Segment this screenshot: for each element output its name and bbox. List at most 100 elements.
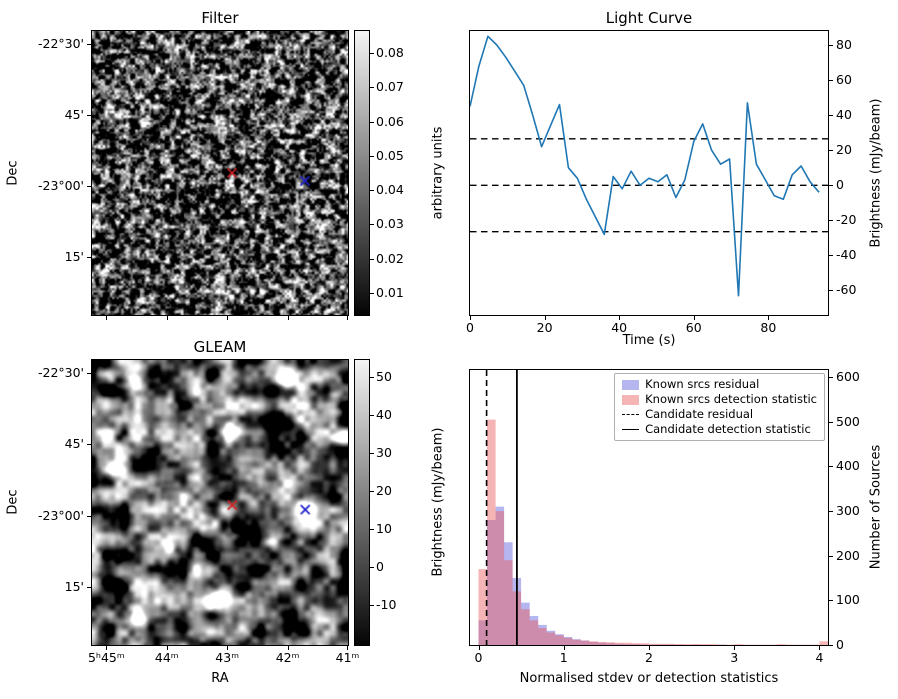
tick-mark — [370, 529, 374, 531]
colorbar-tick-label: 0 — [376, 559, 384, 575]
legend-item-known-residual: Known srcs residual — [622, 378, 817, 391]
tick-mark — [829, 555, 833, 557]
tick-mark — [619, 316, 621, 320]
filter-title: Filter — [201, 9, 239, 27]
tick-mark — [370, 155, 374, 157]
tick-mark — [347, 646, 349, 650]
ra-tick-label: 5ʰ45ᵐ — [87, 650, 125, 665]
count-tick-label: 300 — [836, 503, 860, 519]
colorbar-tick-label: 0.07 — [376, 79, 404, 95]
filter-colorbar-gradient — [355, 31, 369, 315]
tick-mark — [87, 586, 91, 588]
tick-mark — [87, 186, 91, 188]
dec-tick-label: -23°00' — [37, 507, 84, 523]
filter-panel — [91, 30, 349, 316]
hist-x-axis-label: Normalised stdev or detection statistics — [519, 671, 779, 686]
dec-tick-label: -22°30' — [37, 36, 84, 52]
colorbar-tick-label: 40 — [376, 407, 392, 423]
dec-tick-label: 45' — [64, 436, 84, 452]
colorbar-tick-label: -10 — [376, 597, 397, 613]
tick-mark — [370, 87, 374, 89]
tick-mark — [829, 600, 833, 602]
tick-mark — [87, 44, 91, 46]
tick-mark — [166, 646, 168, 650]
gleam-panel — [91, 359, 349, 646]
legend-item-known-detection: Known srcs detection statistic — [622, 393, 817, 406]
solid-line-icon — [622, 429, 640, 430]
colorbar-tick-label: 30 — [376, 445, 392, 461]
tick-mark — [227, 646, 229, 650]
count-tick-label: 500 — [836, 413, 860, 429]
tick-mark — [544, 316, 546, 320]
time-tick-label: 20 — [536, 320, 553, 335]
time-tick-label: 40 — [611, 320, 628, 335]
light-curve-panel — [469, 30, 829, 316]
blue-patch-icon — [622, 379, 640, 390]
light-x-axis-label: Time (s) — [622, 333, 676, 348]
tick-mark — [87, 444, 91, 446]
legend-label: Candidate detection statistic — [645, 422, 811, 436]
tick-mark — [87, 373, 91, 375]
histogram-legend: Known srcs residual Known srcs detection… — [614, 373, 825, 441]
dashed-line-icon — [622, 414, 640, 415]
legend-item-candidate-detection: Candidate detection statistic — [622, 423, 817, 436]
gleam-title: GLEAM — [193, 338, 247, 356]
brightness-tick-label: -20 — [836, 212, 857, 228]
colorbar-tick-label: 0.06 — [376, 113, 404, 129]
tick-mark — [87, 115, 91, 117]
colorbar-tick-label: 20 — [376, 483, 392, 499]
tick-mark — [829, 511, 833, 513]
legend-label: Known srcs residual — [645, 377, 760, 391]
tick-mark — [829, 645, 833, 646]
gleam-y-axis-label: Dec — [5, 489, 21, 515]
gleam-colorbar — [354, 359, 370, 646]
tick-mark — [829, 115, 833, 117]
histogram-panel: Known srcs residual Known srcs detection… — [469, 369, 829, 646]
tick-mark — [829, 421, 833, 423]
tick-mark — [87, 257, 91, 259]
colorbar-tick-label: 10 — [376, 521, 392, 537]
brightness-tick-label: -40 — [836, 247, 857, 263]
tick-mark — [370, 52, 374, 54]
legend-item-candidate-residual: Candidate residual — [622, 408, 817, 421]
ra-tick-label: 42ᵐ — [275, 650, 300, 665]
brightness-tick-label: 60 — [836, 72, 852, 88]
tick-mark — [829, 290, 833, 292]
count-tick-label: 200 — [836, 547, 860, 563]
ra-tick-label: 41ᵐ — [335, 650, 360, 665]
colorbar-tick-label: 0.01 — [376, 285, 404, 301]
tick-mark — [829, 185, 833, 187]
brightness-tick-label: 80 — [836, 37, 852, 53]
brightness-tick-label: -60 — [836, 282, 857, 298]
tick-mark — [829, 150, 833, 152]
tick-mark — [370, 605, 374, 607]
tick-mark — [347, 316, 349, 320]
gleam-colorbar-gradient — [355, 360, 369, 645]
count-tick-label: 600 — [836, 369, 860, 385]
tick-mark — [829, 80, 833, 82]
tick-mark — [819, 646, 821, 650]
tick-mark — [649, 646, 650, 650]
count-tick-label: 0 — [836, 637, 844, 652]
stat-tick-label: 4 — [815, 650, 824, 665]
stat-tick-label: 2 — [645, 650, 653, 665]
tick-mark — [370, 491, 374, 493]
tick-mark — [87, 515, 91, 517]
tick-mark — [563, 646, 565, 650]
tick-mark — [227, 316, 229, 320]
tick-mark — [370, 377, 374, 379]
light-curve-title: Light Curve — [605, 9, 693, 27]
colorbar-tick-label: 0.03 — [376, 216, 404, 232]
colorbar-tick-label: 0.04 — [376, 182, 404, 198]
colorbar-tick-label: 0.02 — [376, 250, 404, 266]
tick-mark — [106, 646, 108, 650]
dec-tick-label: -22°30' — [37, 365, 84, 381]
light-y-axis-label: Brightness (mJy/beam) — [868, 98, 884, 248]
time-tick-label: 0 — [466, 320, 474, 335]
colorbar-tick-label: 0.08 — [376, 44, 404, 60]
tick-mark — [768, 316, 770, 320]
tick-mark — [287, 646, 289, 650]
stat-tick-label: 3 — [730, 650, 739, 665]
count-tick-label: 100 — [836, 592, 860, 608]
